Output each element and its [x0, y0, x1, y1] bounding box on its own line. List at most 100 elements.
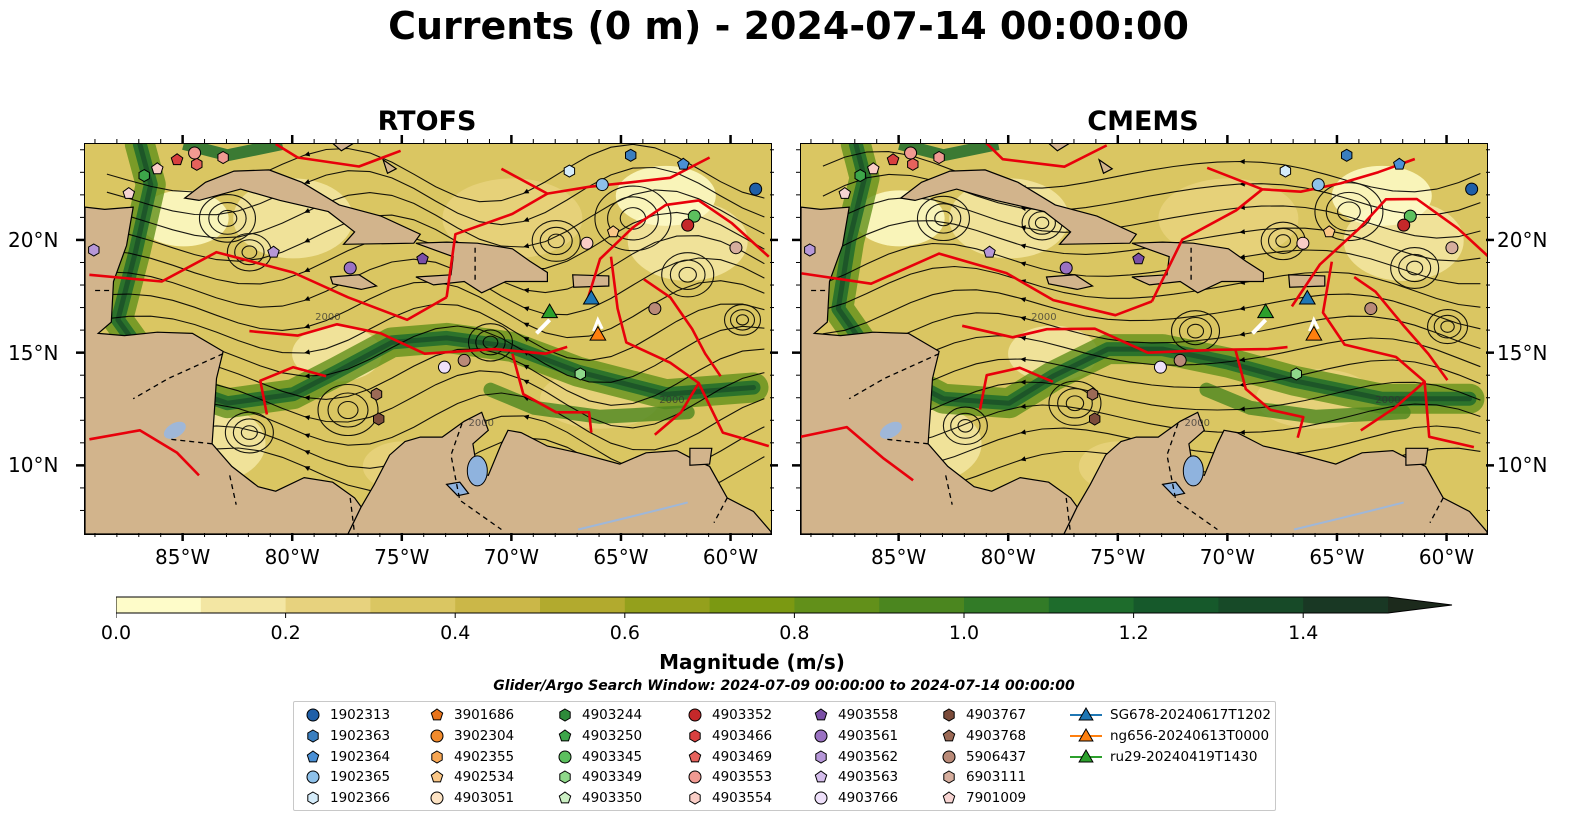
argo-float-marker	[1364, 302, 1378, 316]
lon-tick-label: 60°W	[702, 545, 759, 569]
colorbar-segment	[794, 597, 880, 613]
legend-marker-icon	[558, 791, 572, 804]
lat-tick-label: 10°N	[1497, 453, 1548, 478]
colorbar-segment	[1133, 597, 1219, 613]
argo-float-marker	[681, 218, 695, 232]
legend-box: 1902313 1902363 1902364 1902365 1902366 39016…	[293, 701, 1276, 811]
legend-entry: 3902304	[428, 726, 514, 746]
colorbar-label: Magnitude (m/s)	[659, 650, 845, 674]
legend-marker-icon	[942, 729, 956, 742]
legend-label: 5906437	[966, 749, 1027, 765]
lon-tick-label: 85°W	[155, 545, 211, 569]
argo-float-marker	[151, 162, 164, 175]
legend-label: ru29-20240419T1430	[1110, 749, 1258, 765]
lat-tick-label: 20°N	[1497, 227, 1548, 252]
legend-entry: 4903469	[686, 747, 772, 767]
colorbar-segment	[540, 597, 626, 613]
lat-tick-label: 15°N	[8, 340, 59, 365]
legend-triangle-icon	[1078, 706, 1094, 721]
isobath-label: 2000	[469, 418, 494, 429]
lon-tick-label: 75°W	[1090, 545, 1146, 569]
legend-marker-icon	[306, 750, 320, 763]
legend-marker-icon	[943, 770, 955, 784]
legend-pentagon-icon	[430, 708, 444, 721]
glider-marker	[1298, 289, 1316, 305]
legend-pentagon-icon	[942, 729, 956, 742]
legend-entry: 4903345	[556, 747, 642, 767]
argo-float-marker	[677, 157, 690, 170]
rtofs-map-panel: 2000 2000 2000	[84, 143, 772, 535]
legend-label: 4903768	[966, 728, 1027, 744]
legend-label: 1902366	[330, 790, 391, 806]
legend-marker-icon	[689, 729, 701, 743]
legend-marker-icon	[431, 750, 443, 764]
legend-label: 4903350	[582, 790, 643, 806]
legend-label: 4903553	[712, 769, 773, 785]
legend-entry: 4903350	[556, 788, 642, 808]
argo-float-marker	[188, 146, 202, 160]
argo-float-marker	[1059, 261, 1073, 275]
legend-entry: 1902364	[304, 747, 390, 767]
argo-float-marker	[1132, 252, 1145, 265]
legend-marker-icon	[688, 708, 702, 722]
argo-float-marker	[217, 150, 229, 165]
cmems-panel-title: CMEMS	[1087, 106, 1199, 137]
colorbar-segment	[879, 597, 965, 613]
argo-float-marker	[648, 302, 662, 316]
legend-label: 3902304	[454, 728, 515, 744]
legend-entry: 4903352	[686, 705, 772, 725]
legend-marker-icon	[306, 770, 320, 784]
legend-label: 4903250	[582, 728, 643, 744]
lon-tick-label: 80°W	[980, 545, 1036, 569]
argo-float-marker	[729, 241, 743, 255]
legend-entry: 4903563	[812, 767, 898, 787]
argo-float-marker	[580, 236, 594, 250]
legend-marker-icon	[306, 708, 320, 722]
lat-tick-label: 15°N	[1497, 340, 1548, 365]
legend-entry: 6903111	[940, 767, 1026, 787]
legend-label: 4903244	[582, 707, 643, 723]
legend-circle-icon	[430, 791, 444, 805]
argo-float-marker	[867, 162, 880, 175]
argo-float-marker	[1341, 148, 1353, 162]
legend-hexagon-icon	[689, 791, 701, 805]
colorbar-segment	[285, 597, 371, 613]
legend-label: 3901686	[454, 707, 515, 723]
legend-pentagon-icon	[814, 708, 828, 721]
legend-label: 4903051	[454, 790, 515, 806]
isobath-label: 2000	[315, 312, 340, 323]
legend-circle-icon	[430, 729, 444, 743]
legend-marker-icon	[1070, 748, 1102, 763]
lat-tick-label: 10°N	[8, 453, 59, 478]
legend-label: 4903352	[712, 707, 773, 723]
legend-label: 4903766	[838, 790, 899, 806]
argo-float-marker	[437, 360, 451, 374]
legend-hexagon-icon	[559, 708, 571, 722]
argo-float-marker	[886, 153, 900, 166]
colorbar-segment	[709, 597, 795, 613]
argo-float-marker	[1311, 178, 1325, 192]
argo-float-marker	[1089, 412, 1101, 426]
legend-marker-icon	[943, 708, 955, 722]
lon-tick-label: 70°W	[1199, 545, 1255, 569]
legend-pentagon-icon	[430, 770, 444, 783]
legend-pentagon-icon	[558, 791, 572, 804]
argo-float-marker	[1086, 387, 1099, 401]
legend-entry: 1902363	[304, 726, 390, 746]
argo-float-marker	[343, 261, 357, 275]
legend-hexagon-icon	[815, 750, 827, 764]
legend-hexagon-icon	[559, 770, 571, 784]
legend-entry: 4903554	[686, 788, 772, 808]
argo-float-marker	[804, 243, 816, 257]
argo-float-marker	[1279, 164, 1292, 178]
argo-float-marker	[373, 412, 385, 426]
colorbar-segment	[1048, 597, 1135, 613]
legend-label: 4903554	[712, 790, 773, 806]
legend-marker-icon	[430, 791, 444, 805]
legend-entry: 1902366	[304, 788, 390, 808]
argo-float-marker	[191, 157, 203, 171]
colorbar-segment	[200, 597, 287, 613]
glider-marker	[582, 289, 600, 305]
legend-marker-icon	[942, 791, 956, 804]
legend-marker-icon	[942, 750, 956, 764]
